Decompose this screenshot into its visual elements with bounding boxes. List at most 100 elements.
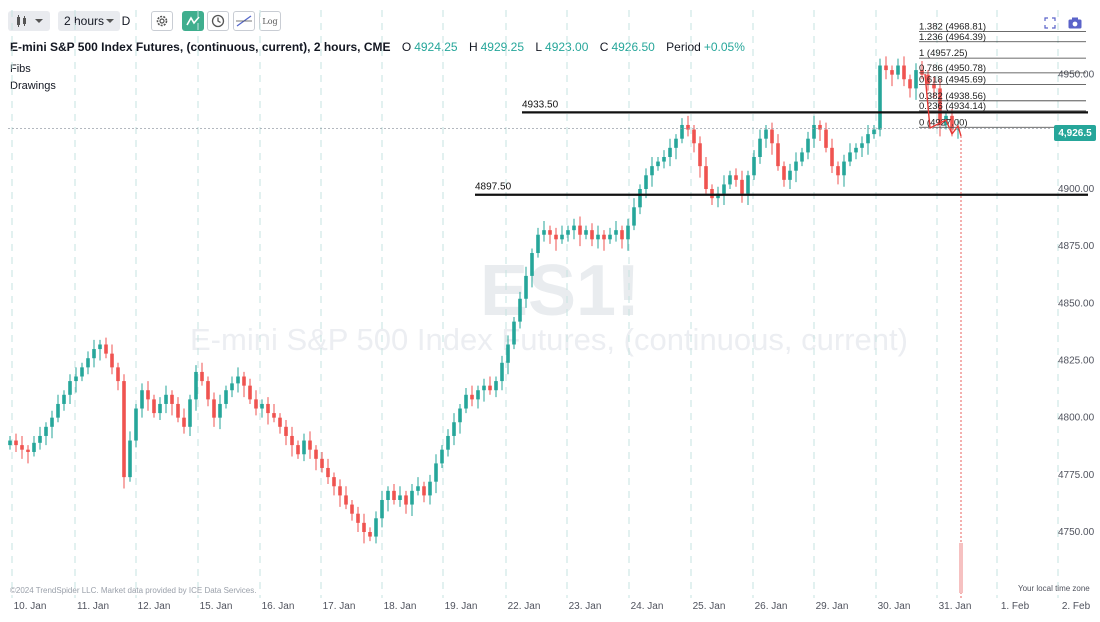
candle-body	[920, 70, 924, 75]
candle-body	[218, 403, 222, 418]
candle-body	[824, 129, 828, 148]
timezone-button[interactable]: Your local time zone	[1018, 584, 1090, 593]
candle-body	[518, 298, 522, 322]
candle-body	[632, 207, 636, 226]
candle-body	[404, 495, 408, 505]
candle-body	[884, 65, 888, 71]
candle-body	[56, 403, 60, 418]
candle-body	[338, 486, 342, 496]
candle-body	[416, 486, 420, 491]
fibs-panel-toggle[interactable]: Fibs	[10, 63, 31, 75]
candle-body	[140, 390, 144, 409]
candle-body	[566, 230, 570, 235]
x-axis-label: 1. Feb	[1001, 601, 1030, 612]
candle-body	[782, 166, 786, 180]
candle-body	[788, 170, 792, 180]
interval-suffix[interactable]: D	[121, 14, 131, 28]
x-axis-label: 26. Jan	[755, 601, 788, 612]
candle-body	[596, 234, 600, 240]
fib-level-label: 0.786 (4950.78)	[919, 63, 986, 74]
candle-body	[878, 65, 882, 130]
symbol-title: E-mini S&P 500 Index Futures, (continuou…	[10, 40, 391, 54]
candle-body	[446, 435, 450, 450]
candle-body	[692, 129, 696, 144]
settings-button[interactable]	[151, 11, 173, 31]
candle-body	[908, 79, 912, 89]
candle-body	[488, 385, 492, 391]
interval-select[interactable]: 2 hours	[58, 11, 120, 31]
line-chart-icon	[186, 16, 200, 26]
candle-body	[242, 376, 246, 386]
candle-body	[80, 367, 84, 377]
candle-body	[38, 435, 42, 443]
x-axis-label: 23. Jan	[569, 601, 602, 612]
candle-body	[224, 390, 228, 404]
fullscreen-icon[interactable]	[1044, 16, 1056, 34]
candle-body	[728, 175, 732, 185]
drawing-tool-button[interactable]	[233, 11, 255, 31]
candle-body	[146, 390, 150, 400]
candle-body	[650, 166, 654, 176]
y-axis-label: 4775.00	[1058, 470, 1095, 481]
candle-body	[806, 138, 810, 153]
candle-body	[326, 467, 330, 478]
candle-body	[686, 124, 690, 130]
candle-body	[494, 381, 498, 391]
period-value: +0.05%	[703, 40, 745, 54]
chart-type-button[interactable]	[8, 11, 50, 31]
watermark-ticker: ES1!	[480, 251, 641, 331]
replay-button[interactable]	[207, 11, 229, 31]
candle-body	[614, 230, 618, 235]
camera-icon[interactable]	[1068, 16, 1082, 34]
candle-body	[698, 143, 702, 167]
x-axis-label: 31. Jan	[939, 601, 972, 612]
candle-body	[284, 426, 288, 436]
candle-body	[398, 495, 402, 500]
x-axis-label: 19. Jan	[445, 601, 478, 612]
low-value: 4923.00	[545, 40, 589, 54]
candle-body	[206, 381, 210, 400]
candle-body	[752, 156, 756, 176]
candle-body	[236, 376, 240, 384]
copyright-notice: ©2024 TrendSpider LLC. Market data provi…	[10, 586, 257, 595]
candle-body	[152, 399, 156, 414]
open-label: O	[401, 40, 412, 54]
candle-body	[86, 358, 90, 368]
candle-body	[710, 189, 714, 199]
candle-body	[572, 225, 576, 231]
x-axis-label: 18. Jan	[384, 601, 417, 612]
candle-body	[50, 417, 54, 427]
candle-body	[776, 143, 780, 167]
candle-body	[746, 175, 750, 194]
candle-body	[644, 175, 648, 189]
candle-body	[500, 362, 504, 382]
log-scale-button[interactable]: Log	[259, 11, 281, 31]
open-value: 4924.25	[414, 40, 458, 54]
candle-body	[74, 376, 78, 382]
y-axis-label: 4950.00	[1058, 70, 1095, 81]
candle-body	[926, 74, 930, 84]
candle-body	[8, 440, 12, 446]
candle-body	[320, 458, 324, 468]
candle-body	[68, 381, 72, 395]
candle-body	[866, 134, 870, 144]
candle-body	[896, 65, 900, 75]
x-axis-label: 10. Jan	[14, 601, 47, 612]
candle-body	[560, 234, 564, 240]
fib-level-label: 1.236 (4964.39)	[919, 32, 986, 43]
candle-body	[452, 422, 456, 436]
candle-body	[410, 490, 414, 505]
candle-body	[380, 499, 384, 519]
candle-body	[110, 353, 114, 368]
candle-body	[134, 408, 138, 441]
candle-body	[212, 399, 216, 418]
candle-body	[758, 138, 762, 157]
candle-body	[794, 161, 798, 171]
fib-level-label: 0 (4927.00)	[919, 117, 968, 128]
candle-body	[302, 440, 306, 455]
close-value: 4926.50	[611, 40, 655, 54]
candle-body	[248, 385, 252, 400]
drawings-panel-toggle[interactable]: Drawings	[10, 80, 56, 92]
x-axis-label: 30. Jan	[878, 601, 911, 612]
